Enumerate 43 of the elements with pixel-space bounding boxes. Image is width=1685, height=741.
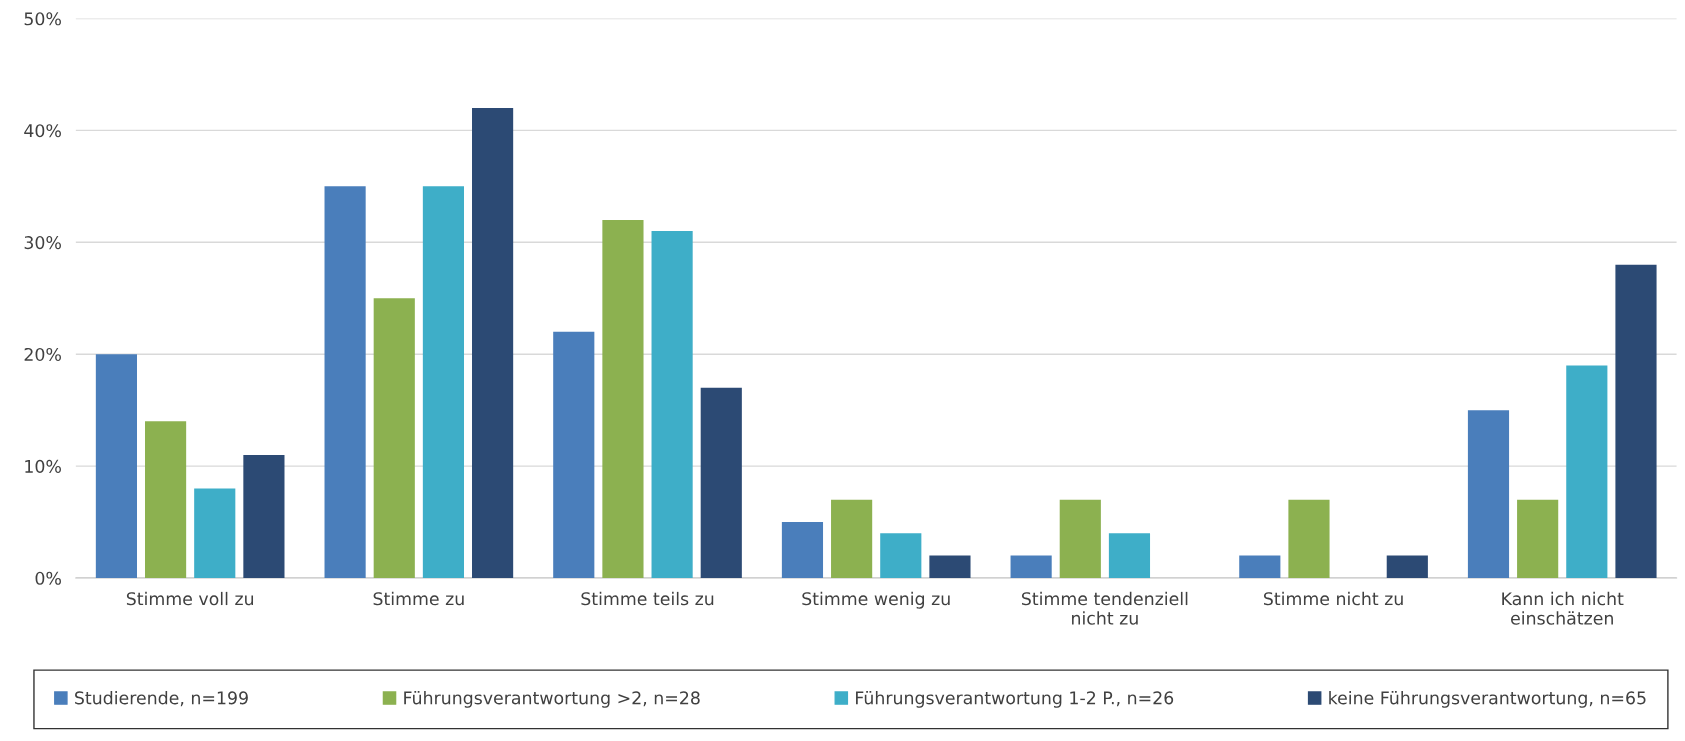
bar (651, 231, 693, 578)
bar (324, 186, 366, 578)
legend-label: Studierende, n=199 (75, 690, 248, 707)
bar (1010, 555, 1052, 578)
bar (1239, 555, 1281, 578)
bar (95, 354, 137, 578)
bar (880, 533, 922, 578)
bar (1517, 499, 1559, 578)
legend-label: Führungsverantwortung 1-2 P., n=26 (856, 690, 1174, 708)
x-tick-label: Stimme zu (373, 591, 464, 606)
legend-label: Führungsverantwortung >2, n=28 (404, 690, 700, 708)
legend-label: keine Führungsverantwortung, n=65 (1329, 690, 1646, 708)
bar (194, 488, 236, 578)
y-tick-label: 10% (25, 459, 61, 473)
x-tick-label: Stimme teils zu (581, 591, 714, 606)
bar (831, 499, 873, 578)
bar (1615, 264, 1657, 578)
y-tick-label: 0% (35, 571, 61, 585)
y-tick-label: 30% (24, 236, 61, 250)
y-tick-label: 20% (24, 347, 61, 362)
bar (1566, 365, 1608, 578)
y-tick-label: 50% (24, 12, 61, 26)
bar (781, 522, 824, 578)
bar (1467, 410, 1510, 578)
bar (243, 454, 285, 578)
x-tick-label: Stimme tendenziell nicht zu (1021, 591, 1188, 625)
bar (1386, 555, 1428, 578)
bar (145, 421, 187, 578)
bar (553, 331, 595, 578)
bar (1059, 499, 1101, 578)
bar (1108, 533, 1151, 578)
bar (602, 219, 644, 578)
x-tick-label: Stimme voll zu (126, 591, 254, 606)
x-tick-label: Kann ich nicht einschätzen (1502, 591, 1624, 625)
bar (929, 555, 971, 578)
bar (472, 108, 514, 578)
x-tick-label: Stimme wenig zu (802, 591, 950, 609)
bar (422, 186, 465, 578)
bar (1288, 499, 1330, 578)
x-tick-label: Stimme nicht zu (1263, 591, 1403, 606)
bar (700, 387, 742, 578)
y-tick-label: 40% (24, 124, 61, 138)
bar (373, 298, 415, 578)
